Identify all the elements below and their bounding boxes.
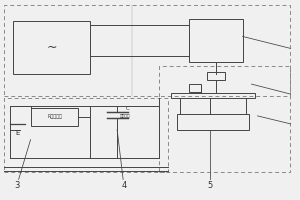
Text: ~: ~ bbox=[46, 41, 57, 54]
Text: C: C bbox=[126, 106, 130, 111]
Bar bbox=[159, 66, 290, 171]
Text: E: E bbox=[15, 130, 19, 136]
Bar bbox=[4, 98, 168, 171]
Bar bbox=[31, 108, 78, 126]
Bar bbox=[189, 84, 201, 92]
Bar bbox=[171, 93, 254, 98]
Bar bbox=[207, 72, 225, 80]
Text: R（可变）: R（可变） bbox=[47, 114, 62, 119]
Bar bbox=[177, 114, 248, 130]
Text: 5: 5 bbox=[207, 181, 212, 190]
Text: 4: 4 bbox=[122, 181, 127, 190]
Bar bbox=[13, 21, 90, 74]
Bar bbox=[4, 5, 290, 96]
Text: 3: 3 bbox=[14, 181, 20, 190]
Text: （可变）: （可变） bbox=[120, 114, 130, 118]
Bar bbox=[189, 19, 243, 62]
